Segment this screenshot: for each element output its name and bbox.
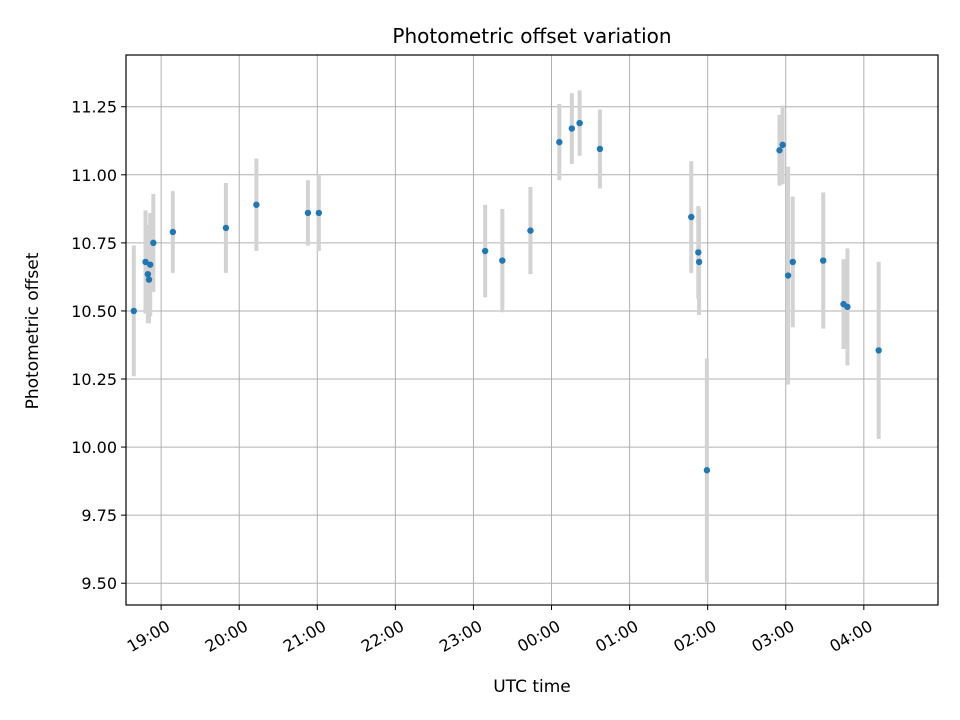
x-tick-label: 04:00 <box>826 616 875 656</box>
data-point <box>499 257 506 264</box>
chart-title: Photometric offset variation <box>392 24 671 48</box>
data-point <box>481 247 489 255</box>
y-tick-label: 9.50 <box>81 574 117 593</box>
data-point <box>703 467 711 474</box>
data-point <box>789 258 796 266</box>
x-tick-label: 01:00 <box>592 616 641 656</box>
error-bars <box>131 90 881 582</box>
data-point <box>776 147 783 154</box>
data-point <box>784 272 792 279</box>
data-points <box>130 119 882 474</box>
data-point <box>169 228 177 236</box>
data-point <box>150 239 157 247</box>
y-tick-label: 9.75 <box>81 506 117 525</box>
y-tick-label: 11.00 <box>71 166 117 185</box>
data-point <box>596 145 604 153</box>
data-point <box>147 261 154 268</box>
data-point <box>142 258 149 266</box>
y-axis-ticks: 9.50 9.75 10.00 10.25 10.50 10.75 11.00 11.25 <box>71 98 126 593</box>
data-point <box>527 227 534 234</box>
data-point <box>304 209 312 217</box>
y-tick-label: 11.25 <box>71 98 117 117</box>
data-point <box>695 249 702 256</box>
x-tick-label: 02:00 <box>670 616 719 656</box>
data-point <box>222 224 230 232</box>
x-axis-label: UTC time <box>493 677 571 697</box>
data-point <box>844 303 851 311</box>
y-tick-label: 10.00 <box>71 438 117 457</box>
x-tick-label: 20:00 <box>202 616 251 656</box>
x-axis-ticks: 19:00 20:00 21:00 22:00 23:00 00:00 01:00 02:00… <box>124 605 876 656</box>
grid-lines <box>126 55 938 605</box>
x-tick-label: 19:00 <box>124 616 173 656</box>
y-tick-label: 10.25 <box>71 370 117 389</box>
plot-area-frame <box>125 54 939 606</box>
x-tick-label: 21:00 <box>280 616 329 656</box>
data-point <box>568 125 576 132</box>
data-point <box>556 138 563 146</box>
x-tick-label: 23:00 <box>436 616 485 656</box>
data-point <box>144 270 152 278</box>
data-point <box>695 258 703 266</box>
data-point <box>688 213 695 221</box>
data-point <box>253 201 260 208</box>
data-point <box>315 209 323 217</box>
data-point <box>820 257 827 264</box>
data-point <box>779 141 786 149</box>
x-tick-label: 22:00 <box>358 616 407 656</box>
data-point <box>576 119 583 127</box>
y-tick-label: 10.75 <box>71 234 117 253</box>
data-point <box>875 347 882 354</box>
x-tick-label: 00:00 <box>514 616 563 656</box>
y-tick-label: 10.50 <box>71 302 117 321</box>
x-tick-label: 03:00 <box>748 616 797 656</box>
data-point <box>145 276 153 283</box>
data-point <box>130 307 138 315</box>
y-axis-label: Photometric offset <box>23 252 43 409</box>
